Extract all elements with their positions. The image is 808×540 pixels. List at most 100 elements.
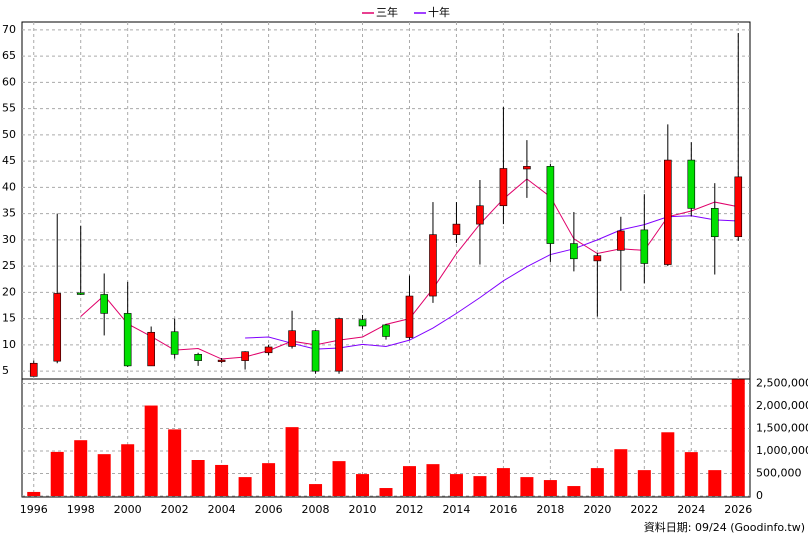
candle-body [123,313,132,367]
volume-bar [661,432,675,496]
x-tick-label: 1998 [67,503,95,516]
candle-body [76,292,85,295]
candle-body [29,362,38,377]
volume-bar [520,477,534,496]
y2-tick-label: 2,000,000 [756,399,808,412]
legend-label: 十年 [428,5,450,19]
candle-body [523,166,531,170]
volume-bar [121,444,135,496]
candle-body [194,354,202,361]
y-tick-label: 45 [2,154,16,167]
candle-body [640,229,649,264]
candle-body [335,318,343,372]
volume-bar [144,405,158,496]
candle-body [100,294,108,314]
candle-body [476,205,484,225]
y-tick-label: 60 [2,75,16,88]
candle-body [217,359,226,362]
candle-body [499,168,508,207]
candle-body [546,166,555,244]
volume-bar [285,427,299,496]
volume-bar [332,461,346,496]
volume-bar [168,429,182,496]
x-tick-label: 2014 [442,503,470,516]
volume-bar [543,480,557,496]
volume-bar [74,440,88,496]
candle-body [429,234,437,297]
candle-body [358,319,367,327]
volume-bar [637,470,651,496]
y-tick-label: 40 [2,180,16,193]
volume-bar [731,379,745,496]
y2-tick-label: 1,000,000 [756,444,808,457]
volume-bar [614,449,628,496]
volume-bar [97,454,111,496]
candle-body [734,176,743,238]
footer: 資料日期: 09/24 (Goodinfo.tw) [644,520,805,534]
volume-bar [356,474,370,496]
volume-bar [449,474,463,496]
y2-tick-label: 500,000 [756,467,802,480]
candle-body [382,324,390,337]
y-tick-label: 55 [2,102,16,115]
candle-body [53,293,62,362]
volume-bar [567,486,581,496]
x-tick-label: 2018 [536,503,564,516]
x-tick-label: 2026 [724,503,752,516]
x-tick-label: 2020 [583,503,611,516]
y-tick-label: 70 [2,23,16,36]
x-tick-label: 2008 [302,503,330,516]
legend-label: 三年 [376,5,398,19]
candle-body [710,208,719,238]
candle-body [687,159,696,209]
volume-bar [426,464,440,496]
x-tick-label: 2006 [255,503,283,516]
y-tick-label: 35 [2,207,16,220]
x-tick-label: 2000 [114,503,142,516]
x-tick-label: 2012 [395,503,423,516]
volume-bar [262,463,276,496]
volume-bar [238,477,252,496]
candle-body [241,351,249,361]
candle-body [170,331,179,355]
volume-bar [402,466,416,496]
y-tick-label: 25 [2,259,16,272]
volume-bar [708,470,722,496]
volume-bar [590,468,604,496]
candle-body [311,330,320,372]
candle-body [570,243,578,260]
candle-body [264,346,273,354]
candle-body [617,230,625,251]
candle-body [147,331,155,367]
y-tick-label: 5 [2,364,9,377]
volume-bar [473,476,487,496]
volume-bar [379,488,393,496]
y-tick-label: 10 [2,338,16,351]
x-tick-label: 2016 [489,503,517,516]
candle-body [664,159,672,265]
x-tick-label: 2024 [677,503,705,516]
candle-body [593,255,602,262]
x-tick-label: 2002 [161,503,189,516]
y-tick-label: 65 [2,49,16,62]
volume-bar [309,484,323,496]
y2-tick-label: 2,500,000 [756,377,808,390]
plot-frame [21,21,751,498]
volume-bar [215,464,229,496]
x-tick-label: 2022 [630,503,658,516]
x-tick-label: 2010 [349,503,377,516]
candle-body [288,330,296,347]
x-tick-label: 2004 [208,503,236,516]
y-tick-label: 15 [2,312,16,325]
y2-tick-label: 1,500,000 [756,422,808,435]
y2-tick-label: 0 [756,489,763,502]
y-tick-label: 30 [2,233,16,246]
volume-bar [27,491,41,496]
ma-line [245,215,739,350]
x-tick-label: 1996 [20,503,48,516]
y-tick-label: 20 [2,285,16,298]
volume-bar [684,452,698,496]
volume-bar [50,451,64,496]
volume-bar [191,460,205,496]
